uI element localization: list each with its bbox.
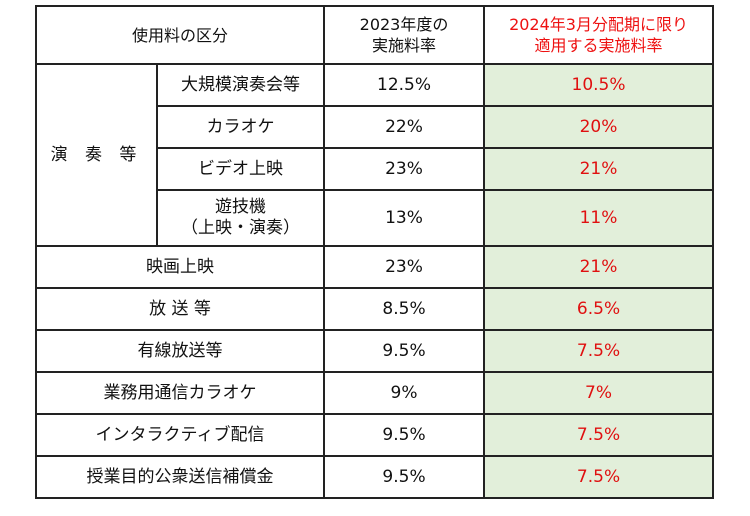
rate-2024-value: 21 xyxy=(579,158,602,179)
rate-2024-value: 21 xyxy=(579,256,602,277)
row-label: ビデオ上映 xyxy=(155,147,326,191)
header-rate-2023-line2: 実施料率 xyxy=(372,36,437,55)
rate-2024-value: 7.5 xyxy=(576,466,604,487)
rate-2024: 6.5% xyxy=(483,287,715,331)
rate-2024-value: 7.5 xyxy=(576,340,604,361)
table-row: 演 奏 等 大規模演奏会等 12.5% 10.5% xyxy=(35,63,715,247)
rate-2024-unit: % xyxy=(601,207,618,228)
row-label: 業務用通信カラオケ xyxy=(34,371,326,415)
rate-2024-unit: % xyxy=(601,256,618,277)
rate-2024: 11% xyxy=(483,189,715,247)
rate-2024-unit: % xyxy=(609,74,626,95)
row-label: インタラクティブ配信 xyxy=(34,413,326,457)
rate-2024: 7.5% xyxy=(483,413,715,457)
rate-2024-unit: % xyxy=(603,466,621,487)
rate-2024-value: 20 xyxy=(579,116,602,137)
row-label: 遊技機 （上映・演奏） xyxy=(155,189,326,247)
rate-2024: 7% xyxy=(483,371,715,415)
header-row: 使用料の区分 2023年度の 実施料率 2024年3月分配期に限り 適用する実施… xyxy=(34,5,715,65)
table-row: カラオケ 22% 20% xyxy=(36,105,715,149)
rate-2023: 9.5% xyxy=(323,329,486,373)
row-label: カラオケ xyxy=(155,105,326,149)
rate-2024-unit: % xyxy=(601,158,618,179)
row-label-line1: 遊技機 xyxy=(215,197,266,217)
rate-2024-value: 7 xyxy=(585,382,596,403)
table-row: インタラクティブ配信 9.5% 7.5% xyxy=(34,413,715,457)
rate-2024: 7.5% xyxy=(483,329,715,373)
usage-fee-rate-table: 使用料の区分 2023年度の 実施料率 2024年3月分配期に限り 適用する実施… xyxy=(34,5,715,499)
row-label: 大規模演奏会等 xyxy=(155,63,326,107)
rate-2023: 12.5% xyxy=(323,63,486,107)
header-rate-2024-line1: 2024年3月分配期に限り xyxy=(509,15,688,34)
rate-2023: 23% xyxy=(323,245,486,289)
row-label: 放 送 等 xyxy=(34,287,326,331)
table-row: 放 送 等 8.5% 6.5% xyxy=(34,287,715,331)
header-rate-2023-line1: 2023年度の xyxy=(359,15,449,34)
table-row: 授業目的公衆送信補償金 9.5% 7.5% xyxy=(34,455,715,499)
table-row: 業務用通信カラオケ 9% 7% xyxy=(34,371,715,415)
rate-2023: 8.5% xyxy=(323,287,486,331)
header-rate-2023: 2023年度の 実施料率 xyxy=(323,5,486,65)
rate-2024-value: 6.5 xyxy=(576,298,604,319)
rate-2024: 10.5% xyxy=(483,63,715,107)
rate-2024-unit: % xyxy=(603,424,621,445)
rate-2024-unit: % xyxy=(595,382,612,403)
rate-2023: 9.5% xyxy=(323,413,486,457)
rate-2023: 13% xyxy=(323,189,486,247)
rate-2024: 21% xyxy=(483,147,715,191)
rate-2024-value: 7.5 xyxy=(576,424,604,445)
header-rate-2024: 2024年3月分配期に限り 適用する実施料率 xyxy=(483,5,715,65)
rate-2024-unit: % xyxy=(603,298,621,319)
rate-2023: 23% xyxy=(323,147,486,191)
table-row: 有線放送等 9.5% 7.5% xyxy=(34,329,715,373)
rate-2024: 21% xyxy=(483,245,715,289)
rate-2023: 22% xyxy=(323,105,486,149)
row-label-line2: （上映・演奏） xyxy=(181,218,300,238)
row-label: 授業目的公衆送信補償金 xyxy=(34,455,326,499)
rate-2024-value: 10.5 xyxy=(571,74,610,95)
rate-2024-unit: % xyxy=(601,116,618,137)
row-label: 映画上映 xyxy=(34,245,326,289)
header-rate-2024-line2: 適用する実施料率 xyxy=(534,36,663,55)
header-category: 使用料の区分 xyxy=(34,5,326,65)
row-label: 有線放送等 xyxy=(34,329,326,373)
rate-2024: 7.5% xyxy=(483,455,715,499)
rate-2024-value: 11 xyxy=(579,207,602,228)
rate-2023: 9.5% xyxy=(323,455,486,499)
table-row: ビデオ上映 23% 21% xyxy=(36,147,715,191)
table-row: 映画上映 23% 21% xyxy=(34,245,715,289)
table-row: 遊技機 （上映・演奏） 13% 11% xyxy=(36,189,715,247)
rate-2023: 9% xyxy=(323,371,486,415)
rate-2024-unit: % xyxy=(603,340,621,361)
rate-2024: 20% xyxy=(483,105,715,149)
group-label-performance: 演 奏 等 xyxy=(35,63,158,247)
